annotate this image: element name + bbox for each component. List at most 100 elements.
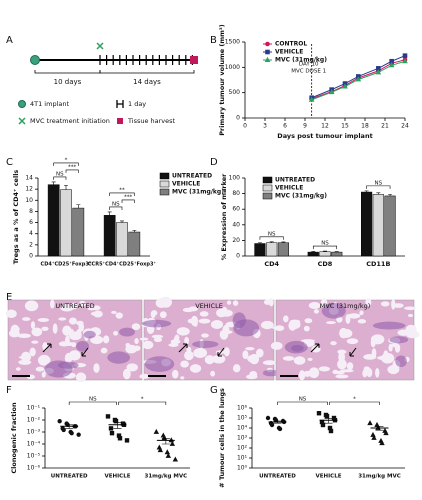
alveolus xyxy=(31,340,39,344)
segment-brace xyxy=(34,70,101,74)
y-tick-label: 1500 xyxy=(225,39,240,46)
significance-label: ** xyxy=(119,187,125,193)
point xyxy=(320,422,326,428)
alveolus xyxy=(35,366,45,372)
alveolus xyxy=(199,311,209,317)
legend-swatch xyxy=(159,180,170,188)
alveolus xyxy=(337,359,347,370)
alveolus xyxy=(102,335,110,344)
alveolus xyxy=(150,310,156,319)
alveolus xyxy=(184,350,194,361)
error-bar xyxy=(76,204,81,209)
bar xyxy=(254,243,266,257)
alveolus xyxy=(318,366,331,372)
alveolus xyxy=(90,335,104,345)
alveolus xyxy=(159,311,167,319)
y-tick-label: 10⁻³ xyxy=(27,429,41,436)
significance-bracket xyxy=(277,401,328,405)
segment-label: 14 days xyxy=(133,78,161,86)
alveolus xyxy=(10,324,20,336)
alveolus xyxy=(168,343,179,347)
bar xyxy=(103,215,116,257)
mvc-icon xyxy=(96,42,104,50)
panel-label: B xyxy=(210,35,217,46)
error-bar xyxy=(269,241,274,243)
alveolus xyxy=(289,319,301,324)
legend-label: 4T1 implant xyxy=(30,100,69,108)
y-tick-label: 60 xyxy=(232,206,240,213)
point xyxy=(113,418,119,424)
alveolus xyxy=(115,312,123,319)
arrow xyxy=(310,343,320,353)
alveolus xyxy=(262,360,277,366)
alveolus xyxy=(52,323,58,334)
alveolus xyxy=(282,356,295,361)
alveolus xyxy=(49,299,55,309)
alveolus xyxy=(366,368,373,378)
point xyxy=(269,422,275,428)
lesion xyxy=(232,312,246,329)
alveolus xyxy=(30,321,36,330)
alveolus xyxy=(392,303,404,308)
point xyxy=(61,427,66,433)
alveolus xyxy=(151,334,164,339)
alveolus xyxy=(307,357,313,361)
alveolus xyxy=(330,341,337,346)
harvest-icon xyxy=(117,118,123,124)
alveolus xyxy=(100,347,108,354)
lesion xyxy=(119,327,136,337)
legend-label: MVC treatment initiation xyxy=(30,117,110,125)
legend-label: MVC (31mg/kg) xyxy=(172,189,224,196)
y-tick-label: 0 xyxy=(236,253,240,260)
error-bar xyxy=(388,194,393,196)
alveolus xyxy=(153,337,163,343)
x-tick-label: CD8 xyxy=(318,260,333,268)
panel-label: D xyxy=(210,157,218,168)
alveolus xyxy=(311,345,321,353)
lesion xyxy=(144,356,175,372)
y-tick-label: 500 xyxy=(229,89,241,96)
alveolus xyxy=(134,338,139,345)
point xyxy=(402,58,408,64)
legend-label: VEHICLE xyxy=(172,181,200,188)
image-label: VEHICLE xyxy=(195,302,223,310)
alveolus xyxy=(365,298,372,307)
error-bar xyxy=(323,250,327,252)
point xyxy=(379,440,385,446)
point xyxy=(328,88,335,95)
point xyxy=(342,83,348,89)
error-bar xyxy=(311,251,316,253)
x-tick-label: 6 xyxy=(283,123,287,130)
arrow xyxy=(81,347,89,357)
day-icon xyxy=(116,100,124,108)
alveolus xyxy=(176,327,190,336)
alveolus xyxy=(187,318,195,324)
x-axis-title: Days post tumour implant xyxy=(277,132,372,140)
x-tick-label: VEHICLE xyxy=(105,474,131,480)
point xyxy=(172,456,179,462)
y-axis-title: % Expression of marker xyxy=(220,173,228,260)
y-tick-label: 4 xyxy=(29,230,33,237)
image-label: UNTREATED xyxy=(55,302,94,310)
alveolus xyxy=(131,323,141,331)
y-tick-label: 10⁵ xyxy=(237,415,248,422)
x-tick-label: CD11B xyxy=(366,260,390,268)
legend-swatch xyxy=(262,184,273,192)
error-bar xyxy=(375,426,384,431)
point xyxy=(105,414,111,419)
alveolus xyxy=(394,343,401,353)
annotation: MVC DOSE 1 xyxy=(291,69,326,75)
alveolus xyxy=(210,370,216,377)
alveolus xyxy=(75,372,87,383)
alveolus xyxy=(180,376,185,380)
y-tick-label: 10⁴ xyxy=(237,425,248,432)
point xyxy=(165,452,172,458)
significance-label: NS xyxy=(321,241,329,247)
y-tick-label: 12 xyxy=(25,186,33,193)
point xyxy=(308,96,315,102)
significance-bracket xyxy=(68,401,117,405)
x-tick-label: 15 xyxy=(341,123,349,130)
alveolus xyxy=(380,301,390,307)
significance-bracket xyxy=(109,206,123,210)
x-tick-label: CD4 xyxy=(264,260,279,268)
